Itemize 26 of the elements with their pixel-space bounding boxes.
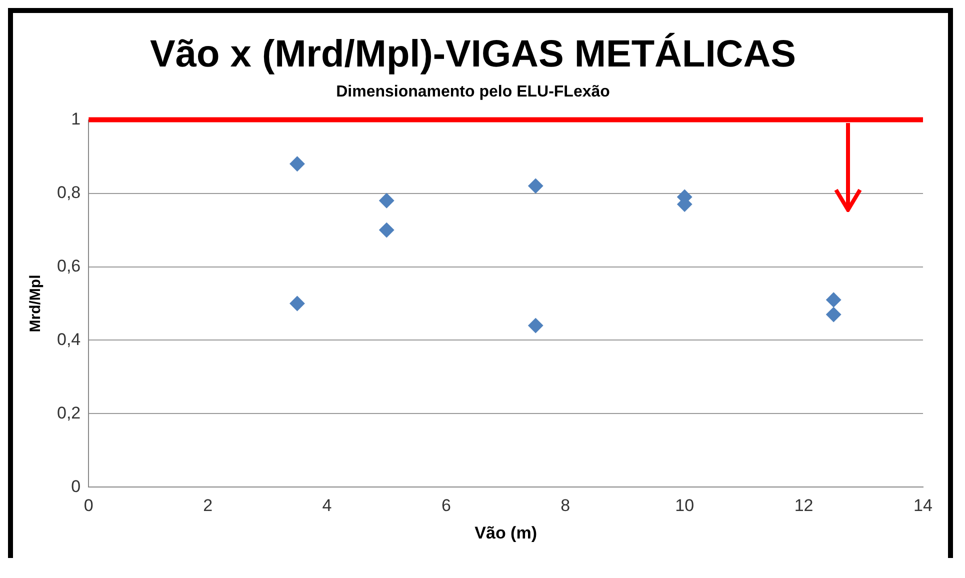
x-tick-label: 8 <box>560 496 570 516</box>
x-tick-label: 6 <box>441 496 451 516</box>
x-tick-label: 12 <box>794 496 814 516</box>
x-tick-label: 10 <box>675 496 694 516</box>
chart-subtitle: Dimensionamento pelo ELU-FLexão <box>336 84 610 101</box>
point <box>528 178 544 194</box>
point <box>826 292 842 308</box>
point <box>528 318 544 334</box>
x-axis-title: Vão (m) <box>474 523 537 542</box>
y-tick-label: 1 <box>71 109 81 128</box>
point <box>826 307 842 322</box>
y-tick-label: 0,4 <box>56 330 81 349</box>
x-tick-label: 4 <box>322 496 332 516</box>
point <box>290 296 305 311</box>
y-axis-title: Mrd/Mpl <box>27 274 44 332</box>
y-tick-label: 0,2 <box>56 403 81 422</box>
point <box>379 222 394 238</box>
point <box>290 156 305 172</box>
point <box>379 193 394 208</box>
y-tick-label: 0 <box>71 476 81 496</box>
y-tick-label: 0,6 <box>56 256 81 276</box>
x-tick-label: 0 <box>84 496 94 516</box>
x-tick-label: 14 <box>914 496 932 516</box>
chart-title: Vão x (Mrd/Mpl)-VIGAS METÁLICAS <box>150 32 796 76</box>
x-tick-label: 2 <box>203 496 213 516</box>
y-tick-label: 0,8 <box>56 182 81 202</box>
